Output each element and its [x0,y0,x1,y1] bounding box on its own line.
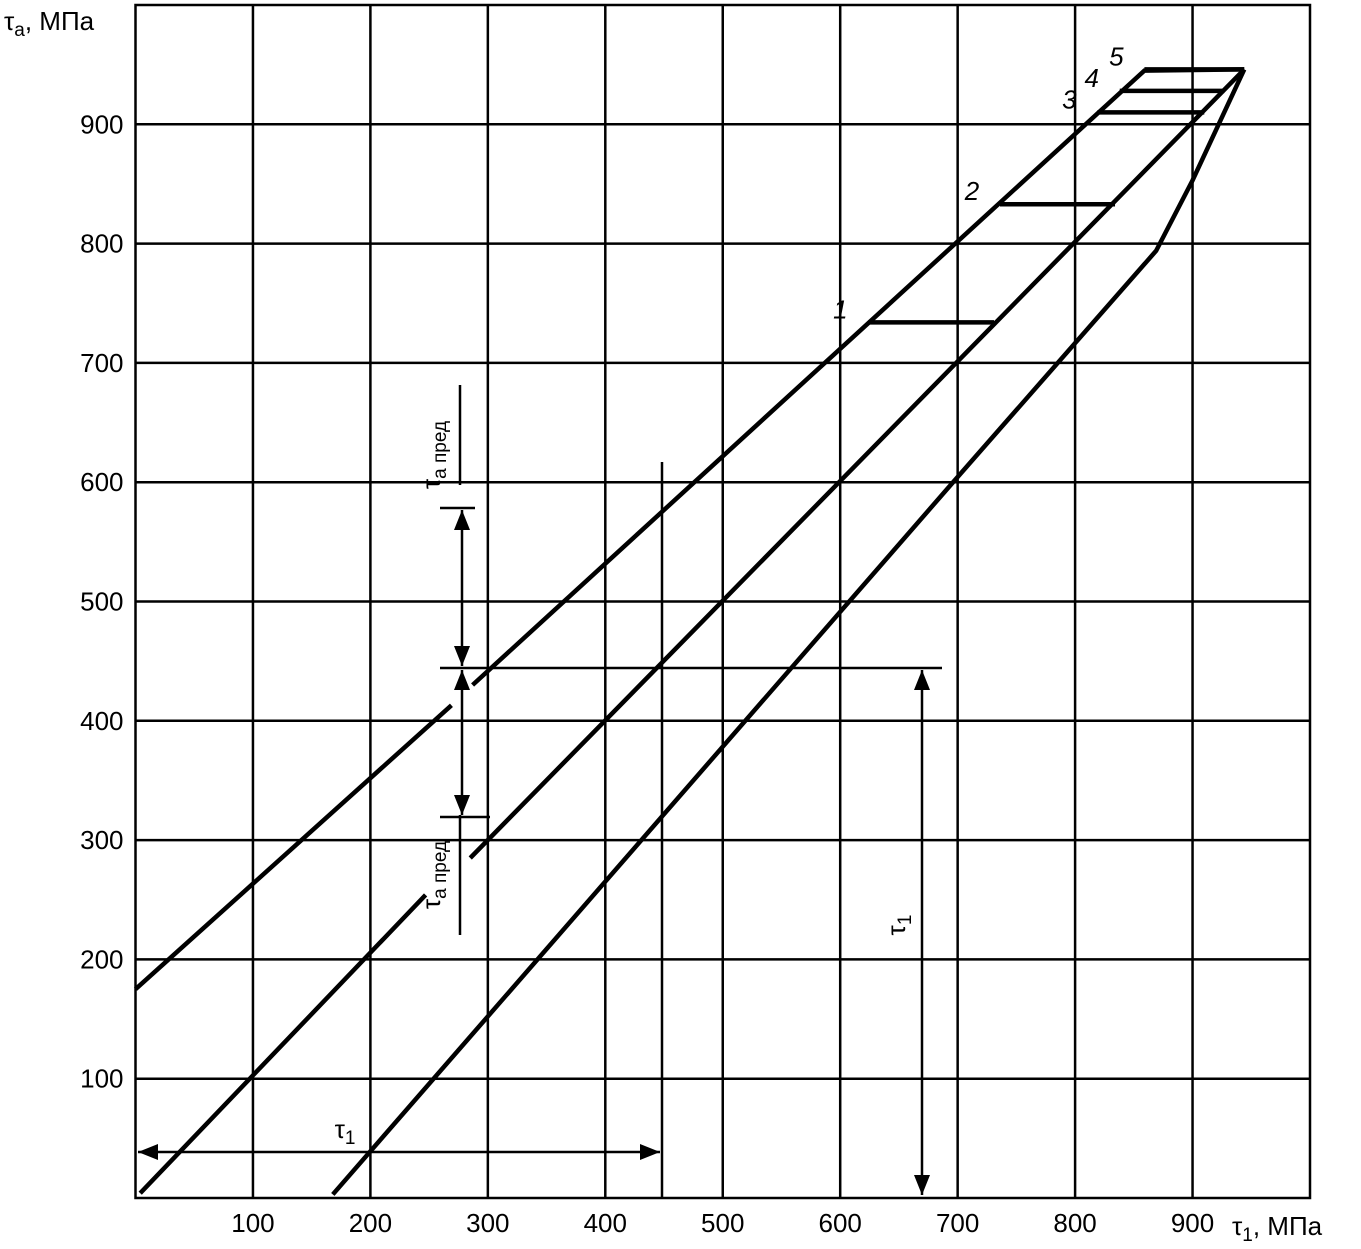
annotation-symbol: τ [881,924,911,935]
y-tick-label: 700 [80,348,123,378]
y-tick-label: 300 [80,825,123,855]
annotation-subscript: a пред [430,841,451,899]
axis-symbol: τ [4,6,15,36]
axis-subscript: 1 [1242,1225,1253,1246]
annotation-subscript: 1 [345,1128,356,1149]
annotation-subscript: 1 [895,915,916,926]
annotation-lines [138,385,942,1198]
x-tick-label: 100 [231,1208,274,1238]
y-tick-label: 900 [80,109,123,139]
series-line [133,67,1245,991]
series-line [138,67,1246,1195]
x-tick-label: 500 [701,1208,744,1238]
series-label: 4 [1084,63,1098,93]
y-tick-label: 500 [80,587,123,617]
axis-unit: , МПа [25,6,95,36]
x-axis-label: τ1, МПа [1232,1211,1323,1246]
annotation-symbol: τ [416,478,446,489]
annotation-subscript: a пред [430,421,451,479]
y-axis-label: τa, МПа [4,6,95,41]
x-tick-label: 700 [936,1208,979,1238]
series-label: 1 [833,294,847,324]
annotation: τa пред [416,841,451,909]
x-tick-label: 400 [584,1208,627,1238]
x-tick-label: 600 [819,1208,862,1238]
axis-unit: , МПа [1253,1211,1323,1241]
annotation: τ1 [881,915,916,936]
series-line [331,68,1247,1196]
series-label: 2 [964,176,980,206]
annotation: τa пред [416,421,451,489]
annotation-symbol: τ [335,1114,346,1144]
x-tick-label: 200 [349,1208,392,1238]
annotation: τ1 [335,1114,356,1149]
y-tick-label: 400 [80,706,123,736]
x-tick-label: 900 [1171,1208,1214,1238]
x-tick-label: 300 [466,1208,509,1238]
x-tick-label: 800 [1053,1208,1096,1238]
y-tick-label: 800 [80,229,123,259]
y-tick-label: 600 [80,467,123,497]
annotation-symbol: τ [416,898,446,909]
y-tick-label: 100 [80,1064,123,1094]
y-tick-label: 200 [80,944,123,974]
axis-subscript: a [14,20,25,41]
series-label: 3 [1062,84,1077,114]
axis-symbol: τ [1232,1211,1243,1241]
series-label: 5 [1109,41,1124,71]
